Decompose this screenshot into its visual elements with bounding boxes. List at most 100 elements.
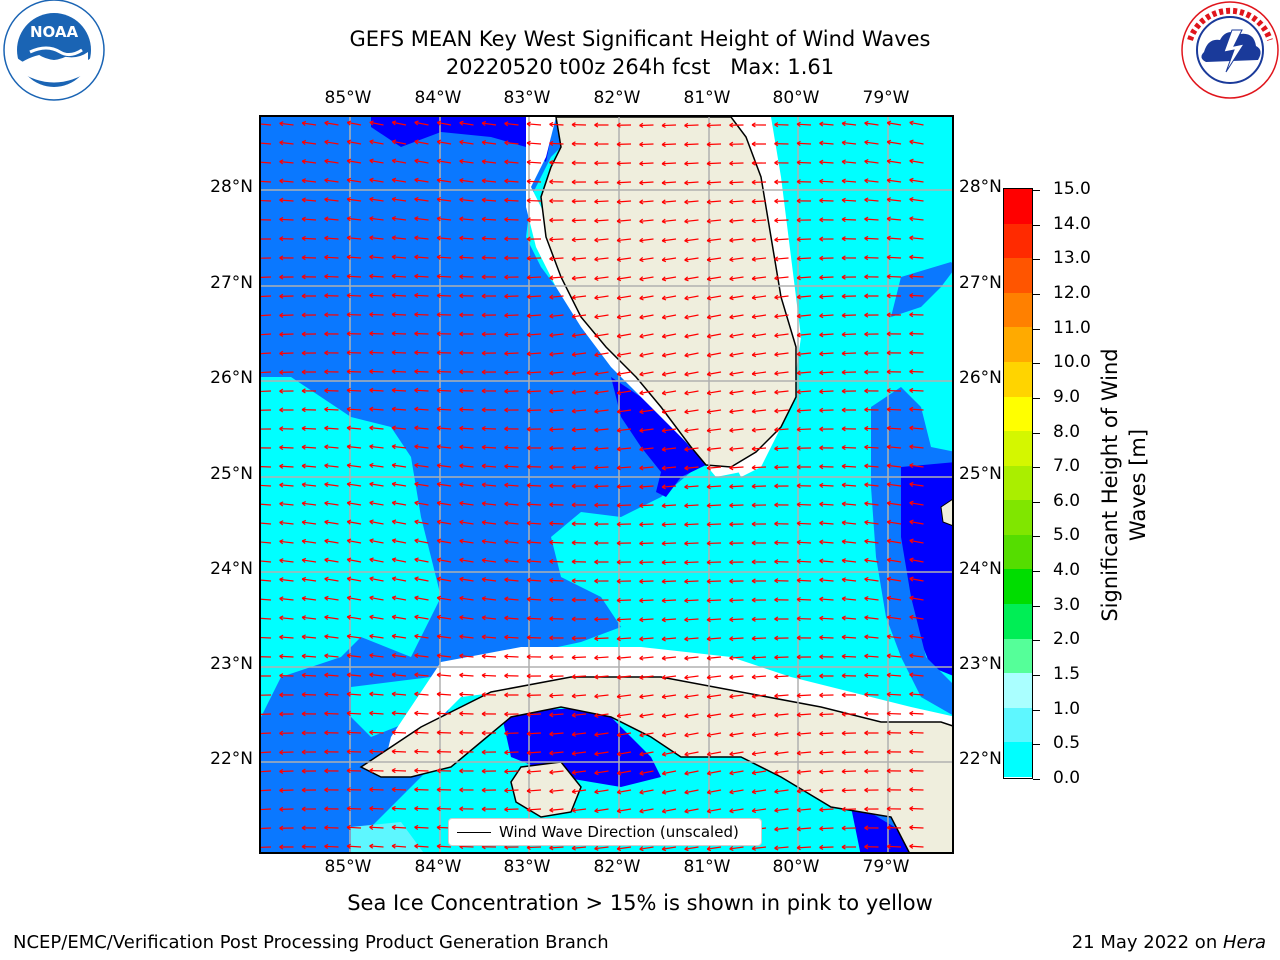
wave-direction-arrow xyxy=(504,331,519,338)
wave-direction-arrow xyxy=(369,748,384,755)
lon-label-bottom: 84°W xyxy=(414,857,462,877)
colorbar-tick-mark xyxy=(1033,779,1040,780)
wave-direction-arrow xyxy=(819,807,834,813)
wave-direction-arrow xyxy=(481,787,497,793)
wave-direction-arrow xyxy=(571,597,587,603)
wave-direction-arrow xyxy=(369,311,384,318)
wave-direction-arrow xyxy=(594,559,609,565)
legend-label: Wind Wave Direction (unscaled) xyxy=(499,823,739,841)
colorbar-tick-label: 11.0 xyxy=(1053,317,1091,338)
colorbar xyxy=(1003,188,1033,779)
wave-direction-arrow xyxy=(819,274,834,281)
wave-direction-arrow xyxy=(661,257,677,263)
wave-direction-arrow xyxy=(661,789,677,795)
lon-label-top: 82°W xyxy=(593,88,641,108)
wave-direction-arrow xyxy=(324,557,339,563)
colorbar-tick-mark xyxy=(1033,224,1040,226)
wave-direction-arrow xyxy=(261,314,272,317)
wave-direction-arrow xyxy=(684,694,699,700)
wave-direction-arrow xyxy=(504,520,519,526)
wave-direction-arrow xyxy=(616,427,632,433)
wave-direction-arrow xyxy=(886,576,902,582)
wave-direction-arrow xyxy=(504,197,519,203)
wave-direction-arrow xyxy=(549,179,564,185)
colorbar-segment xyxy=(1004,673,1032,709)
wave-direction-arrow xyxy=(751,256,767,262)
colorbar-tick-label: 8.0 xyxy=(1053,421,1081,442)
wave-direction-arrow xyxy=(639,314,654,320)
wave-direction-arrow xyxy=(684,789,699,795)
wave-direction-arrow xyxy=(661,180,677,186)
wave-direction-arrow xyxy=(594,198,609,205)
wave-direction-arrow xyxy=(481,159,497,165)
wave-direction-arrow xyxy=(706,808,722,814)
wave-direction-arrow xyxy=(774,179,789,185)
wave-direction-arrow xyxy=(639,465,654,471)
wave-direction-arrow xyxy=(391,767,407,774)
wave-direction-arrow xyxy=(706,314,722,320)
wave-direction-arrow xyxy=(504,501,519,507)
wave-direction-arrow xyxy=(301,806,317,812)
wave-direction-arrow xyxy=(886,235,902,241)
wave-direction-arrow xyxy=(729,578,744,584)
wave-direction-arrow xyxy=(616,390,632,396)
wave-direction-arrow xyxy=(436,787,452,793)
wave-direction-arrow xyxy=(481,653,497,659)
wave-direction-arrow xyxy=(261,219,272,221)
wave-direction-arrow xyxy=(864,425,879,432)
wave-direction-arrow xyxy=(751,427,767,433)
wave-direction-arrow xyxy=(504,445,519,451)
wave-direction-arrow xyxy=(261,295,272,298)
wave-direction-arrow xyxy=(751,122,767,128)
wave-direction-arrow xyxy=(391,595,407,601)
lat-label-left: 28°N xyxy=(210,177,253,197)
wave-direction-arrow xyxy=(571,616,587,622)
wave-direction-arrow xyxy=(616,674,632,680)
wave-direction-arrow xyxy=(909,406,924,412)
wave-direction-arrow xyxy=(414,691,429,697)
wave-direction-arrow xyxy=(774,712,789,718)
wave-direction-arrow xyxy=(594,502,609,508)
wave-direction-arrow xyxy=(526,558,542,564)
wave-direction-arrow xyxy=(324,274,339,280)
wave-direction-arrow xyxy=(414,805,429,812)
wave-direction-arrow xyxy=(391,158,407,164)
wave-direction-arrow xyxy=(594,521,609,527)
wave-direction-arrow xyxy=(706,465,722,471)
wave-direction-arrow xyxy=(526,501,542,507)
wave-direction-arrow xyxy=(369,614,384,620)
wave-direction-arrow xyxy=(819,217,834,223)
wave-direction-arrow xyxy=(909,787,924,793)
wave-direction-arrow xyxy=(549,408,564,414)
wave-direction-arrow xyxy=(549,693,564,699)
wave-direction-arrow xyxy=(414,614,429,620)
wave-direction-arrow xyxy=(729,540,744,546)
wave-direction-arrow xyxy=(526,370,542,376)
wave-direction-arrow xyxy=(369,444,384,450)
wave-direction-arrow xyxy=(571,389,587,395)
wave-direction-arrow xyxy=(774,674,789,680)
wave-direction-arrow xyxy=(594,597,609,603)
wave-direction-arrow xyxy=(841,749,857,755)
wave-direction-arrow xyxy=(751,464,767,471)
wave-direction-arrow xyxy=(796,445,812,451)
wave-direction-arrow xyxy=(819,615,834,621)
wave-direction-arrow xyxy=(819,255,834,261)
wave-direction-arrow xyxy=(819,159,834,165)
wave-direction-arrow xyxy=(639,636,654,642)
wave-direction-arrow xyxy=(571,370,587,376)
wave-direction-arrow xyxy=(436,768,452,774)
wave-direction-arrow xyxy=(436,576,452,582)
wave-direction-arrow xyxy=(279,178,294,184)
wave-direction-arrow xyxy=(369,538,384,544)
wave-direction-arrow xyxy=(751,712,767,718)
wave-direction-arrow xyxy=(504,539,519,545)
wave-direction-arrow xyxy=(796,332,812,338)
wave-direction-arrow xyxy=(279,159,294,165)
wave-direction-arrow xyxy=(459,216,474,222)
wave-direction-arrow xyxy=(279,615,294,621)
wave-direction-arrow xyxy=(886,293,902,299)
wave-direction-arrow xyxy=(414,139,429,145)
wave-direction-arrow xyxy=(414,158,429,164)
wave-direction-arrow xyxy=(774,256,789,262)
